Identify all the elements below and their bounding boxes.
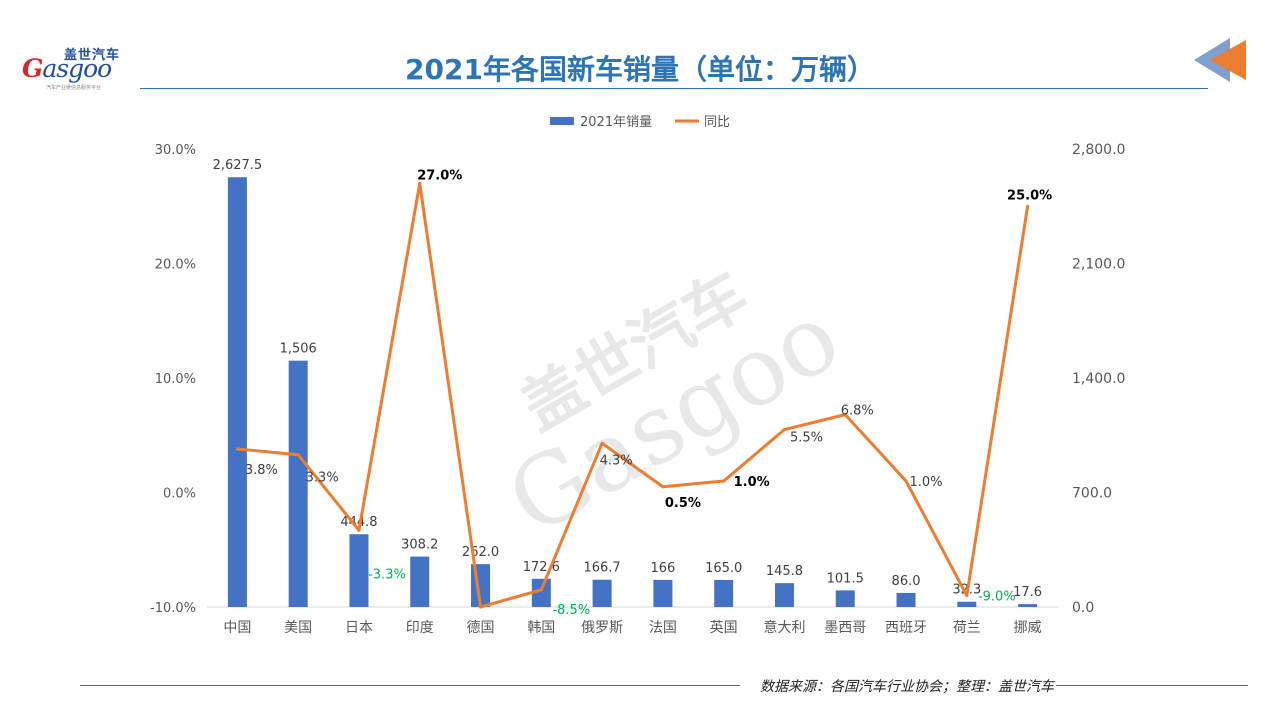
yoy-data-label: 27.0% xyxy=(417,168,462,183)
bar-data-label: 2,627.5 xyxy=(213,158,263,173)
bar xyxy=(531,578,551,607)
y-right-tick-label: 700.0 xyxy=(1072,486,1112,502)
y-right-tick-label: 1,400.0 xyxy=(1072,371,1125,387)
source-divider-right xyxy=(1050,685,1248,686)
yoy-point xyxy=(235,447,239,451)
bar xyxy=(774,583,794,607)
bar-data-label: 308.2 xyxy=(401,538,438,553)
bar-data-label: 145.8 xyxy=(766,564,803,579)
yoy-point xyxy=(479,605,483,609)
yoy-data-label: 5.5% xyxy=(790,431,823,446)
logo-en-text: Gasgoo xyxy=(22,54,112,83)
yoy-data-label: 0.5% xyxy=(665,496,701,511)
yoy-data-label: 4.3% xyxy=(600,453,633,468)
x-tick-label: 意大利 xyxy=(763,619,805,636)
bar xyxy=(835,590,855,607)
bar xyxy=(288,360,308,607)
yoy-point xyxy=(904,479,908,483)
bar-data-label: 17.6 xyxy=(1013,585,1042,600)
data-source-note: 数据来源：各国汽车行业协会；整理：盖世汽车 xyxy=(758,676,1056,696)
logo-en-rest: asgoo xyxy=(42,54,112,83)
yoy-point xyxy=(722,479,726,483)
bar-data-label: 166 xyxy=(650,561,675,576)
bar xyxy=(653,579,673,607)
bar xyxy=(592,579,612,607)
x-tick-label: 俄罗斯 xyxy=(581,620,623,636)
bar xyxy=(714,580,734,607)
x-tick-label: 法国 xyxy=(649,620,677,636)
y-left-tick-label: -10.0% xyxy=(150,601,196,616)
yoy-point xyxy=(965,594,969,598)
bar xyxy=(1018,604,1038,607)
legend-line-label: 同比 xyxy=(704,115,730,130)
yoy-point xyxy=(782,428,786,432)
yoy-data-label: 1.0% xyxy=(734,475,770,490)
yoy-data-label: 3.8% xyxy=(245,463,278,478)
y-right-tick-label: 2,800.0 xyxy=(1072,142,1125,158)
x-tick-label: 西班牙 xyxy=(885,620,927,636)
yoy-point xyxy=(1026,204,1030,208)
x-tick-label: 美国 xyxy=(284,620,312,636)
bar xyxy=(227,177,247,607)
legend-bar-swatch xyxy=(550,117,574,125)
y-right-tick-label: 2,100.0 xyxy=(1072,257,1125,273)
bar-data-label: 101.5 xyxy=(827,571,864,586)
bar-data-label: 165.0 xyxy=(705,561,742,576)
yoy-data-label: -8.5% xyxy=(552,603,590,618)
x-tick-label: 德国 xyxy=(467,620,495,636)
x-tick-label: 日本 xyxy=(345,620,373,636)
logo-subtitle: 汽车产业链信息服务平台 xyxy=(46,85,102,91)
logo-initial: G xyxy=(22,54,43,83)
y-right-tick-label: 0.0 xyxy=(1072,600,1094,616)
yoy-point xyxy=(843,413,847,417)
yoy-data-label: 3.3% xyxy=(306,471,339,486)
yoy-point xyxy=(600,441,604,445)
bar-data-label: 86.0 xyxy=(892,574,921,589)
x-tick-label: 墨西哥 xyxy=(824,620,866,636)
yoy-line xyxy=(237,181,1030,609)
x-tick-label: 挪威 xyxy=(1014,620,1042,636)
yoy-point xyxy=(418,181,422,185)
yoy-data-label: -9.0% xyxy=(978,590,1016,605)
yoy-data-label: -3.3% xyxy=(368,567,406,582)
bar xyxy=(410,556,430,607)
y-left-tick-label: 10.0% xyxy=(155,372,196,387)
x-tick-label: 韩国 xyxy=(527,620,555,636)
bar-data-label: 166.7 xyxy=(583,561,620,576)
bar-data-label: 262.0 xyxy=(462,545,499,560)
gasgoo-logo: 盖世汽车 Gasgoo 汽车产业链信息服务平台 xyxy=(22,44,134,92)
x-tick-label: 荷兰 xyxy=(953,620,981,636)
bar-data-label: 1,506 xyxy=(280,342,317,357)
x-tick-label: 中国 xyxy=(223,620,251,636)
source-divider xyxy=(80,685,740,686)
yoy-data-label: 25.0% xyxy=(1007,188,1052,203)
yoy-point xyxy=(357,528,361,532)
y-left-tick-label: 0.0% xyxy=(163,487,196,502)
yoy-point xyxy=(661,485,665,489)
yoy-data-label: 1.0% xyxy=(910,475,943,490)
y-left-tick-label: 20.0% xyxy=(155,258,196,273)
x-tick-label: 英国 xyxy=(710,619,738,636)
title-divider xyxy=(140,88,1208,89)
legend-bar-label: 2021年销量 xyxy=(580,115,652,130)
yoy-point xyxy=(539,588,543,592)
back-arrow-decoration-icon xyxy=(1194,38,1246,82)
bar xyxy=(896,592,916,607)
yoy-point xyxy=(296,453,300,457)
logo-cn-text: 盖世汽车 xyxy=(64,48,121,63)
x-tick-label: 印度 xyxy=(406,620,434,636)
bar xyxy=(349,534,369,607)
yoy-data-label: 6.8% xyxy=(841,404,874,419)
y-left-tick-label: 30.0% xyxy=(155,143,196,158)
page-title: 2021年各国新车销量（单位：万辆） xyxy=(405,53,875,86)
bar xyxy=(957,601,977,607)
